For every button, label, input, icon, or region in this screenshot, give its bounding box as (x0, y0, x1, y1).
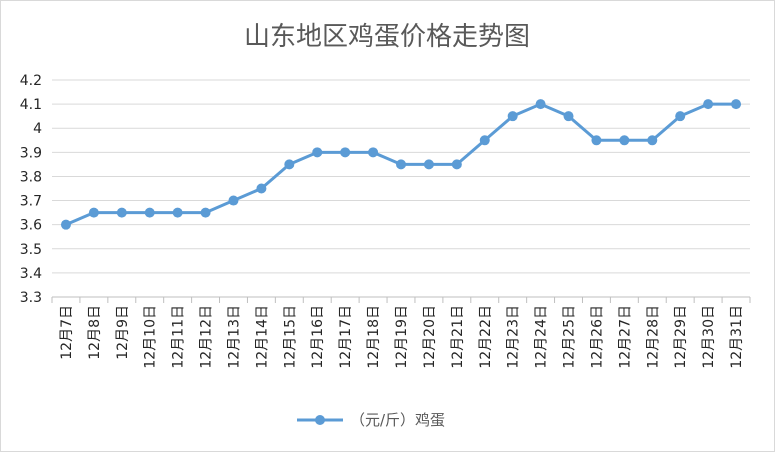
data-point (256, 183, 267, 194)
x-tick-label: 12月9日 (115, 305, 131, 360)
data-point (479, 135, 490, 146)
data-point (368, 147, 379, 158)
data-point (284, 159, 295, 170)
data-point (228, 195, 239, 206)
data-point (88, 207, 99, 218)
x-tick-label: 12月30日 (701, 305, 717, 369)
data-point (647, 135, 658, 146)
data-point (60, 219, 71, 230)
data-point (396, 159, 406, 170)
x-tick-label: 12月21日 (450, 305, 466, 369)
x-tick-label: 12月18日 (366, 305, 382, 369)
y-tick-label: 4.2 (20, 73, 42, 89)
y-tick-label: 4 (33, 121, 42, 137)
x-tick-label: 12月14日 (254, 305, 270, 369)
x-tick-label: 12月7日 (59, 305, 75, 360)
y-tick-label: 4.1 (20, 97, 42, 113)
x-tick-label: 12月19日 (394, 305, 410, 369)
legend: （元/斤）鸡蛋 (297, 411, 445, 429)
x-tick-label: 12月10日 (143, 305, 159, 369)
data-point (731, 99, 742, 110)
x-tick-label: 12月23日 (506, 305, 522, 369)
x-tick-label: 12月16日 (310, 305, 326, 369)
data-point (563, 111, 574, 122)
x-tick-label: 12月15日 (282, 305, 298, 369)
y-tick-label: 3.7 (20, 194, 42, 210)
data-point (200, 207, 211, 218)
data-point (675, 111, 686, 122)
x-tick-label: 12月26日 (589, 305, 605, 369)
chart-title: 山东地区鸡蛋价格走势图 (244, 22, 530, 52)
x-tick-label: 12月13日 (226, 305, 242, 369)
x-tick-label: 12月27日 (617, 305, 633, 369)
x-axis: 12月7日 12月8日 12月9日 12月10日 12月11日 12月12日 12月13日 1… (51, 296, 751, 369)
legend-label: （元/斤）鸡蛋 (350, 411, 445, 429)
x-tick-label: 12月22日 (478, 305, 494, 369)
y-tick-label: 3.4 (20, 266, 42, 282)
x-tick-label: 12月25日 (562, 305, 578, 369)
y-tick-label: 3.6 (20, 218, 42, 234)
series-layer (60, 99, 742, 230)
data-point (144, 207, 155, 218)
x-tick-label: 12月24日 (534, 305, 550, 369)
x-tick-label: 12月28日 (645, 305, 661, 369)
x-tick-label: 12月20日 (422, 305, 438, 369)
x-tick-label: 12月17日 (338, 305, 354, 369)
data-point (619, 135, 630, 146)
data-point (340, 147, 351, 158)
y-tick-label: 3.3 (20, 290, 42, 306)
x-tick-label: 12月11日 (171, 305, 187, 369)
data-point (703, 99, 714, 110)
x-tick-label: 12月8日 (87, 305, 103, 360)
data-point (312, 147, 323, 158)
y-tick-label: 3.5 (20, 242, 42, 258)
data-point (507, 111, 518, 122)
y-axis: 3.3 3.4 3.5 3.6 3.7 3.8 3.9 4 4.1 4.2 (20, 73, 42, 306)
x-tick-label: 12月31日 (729, 305, 745, 369)
data-point (172, 207, 183, 218)
data-point (591, 135, 602, 146)
legend-marker (315, 415, 325, 425)
data-point (423, 159, 434, 170)
y-tick-label: 3.8 (20, 169, 42, 185)
x-tick-label: 12月29日 (673, 305, 689, 369)
data-point (451, 159, 462, 170)
x-tick-label: 12月12日 (199, 305, 215, 369)
data-point (116, 207, 127, 218)
data-point (535, 99, 546, 110)
gridlines (52, 79, 750, 298)
y-tick-label: 3.9 (20, 145, 42, 161)
